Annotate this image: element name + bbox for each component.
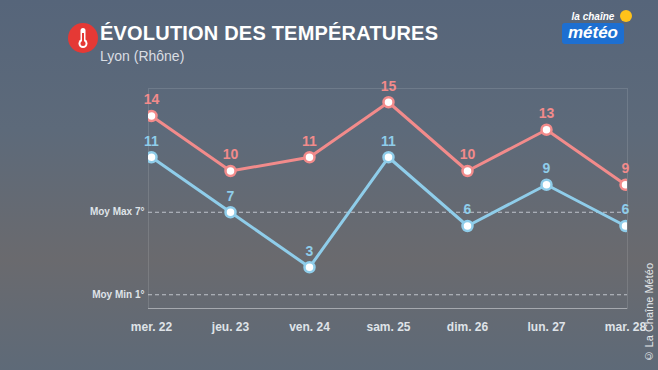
svg-text:dim. 26: dim. 26 (447, 320, 489, 334)
svg-text:sam. 25: sam. 25 (366, 320, 410, 334)
html-text:© La Chaîne Météo: © La Chaîne Météo (643, 262, 655, 362)
svg-text:Moy Min 1°: Moy Min 1° (92, 289, 144, 300)
svg-text:jeu. 23: jeu. 23 (211, 320, 250, 334)
svg-text:mar. 28: mar. 28 (605, 320, 647, 334)
svg-text:Moy Max 7°: Moy Max 7° (90, 206, 145, 217)
svg-text:11: 11 (381, 133, 396, 149)
html-text:la chaîne: la chaîne (571, 11, 615, 22)
svg-text:13: 13 (539, 105, 555, 121)
html-text:météo: météo (567, 23, 618, 42)
svg-text:15: 15 (381, 78, 397, 94)
svg-text:7: 7 (227, 188, 235, 204)
svg-text:mer. 22: mer. 22 (131, 320, 173, 334)
svg-text:14: 14 (144, 91, 160, 107)
svg-text:6: 6 (622, 201, 630, 217)
svg-text:9: 9 (543, 160, 551, 176)
svg-text:6: 6 (464, 201, 472, 217)
svg-text:11: 11 (302, 133, 317, 149)
svg-text:10: 10 (223, 146, 239, 162)
svg-text:9: 9 (622, 160, 630, 176)
svg-text:3: 3 (306, 243, 314, 259)
svg-text:11: 11 (144, 133, 159, 149)
svg-text:lun. 27: lun. 27 (527, 320, 565, 334)
svg-text:ven. 24: ven. 24 (289, 320, 330, 334)
html-text:Lyon (Rhône): Lyon (Rhône) (100, 48, 185, 64)
html-text:ÉVOLUTION DES TEMPÉRATURES: ÉVOLUTION DES TEMPÉRATURES (100, 22, 439, 44)
svg-text:10: 10 (460, 146, 476, 162)
